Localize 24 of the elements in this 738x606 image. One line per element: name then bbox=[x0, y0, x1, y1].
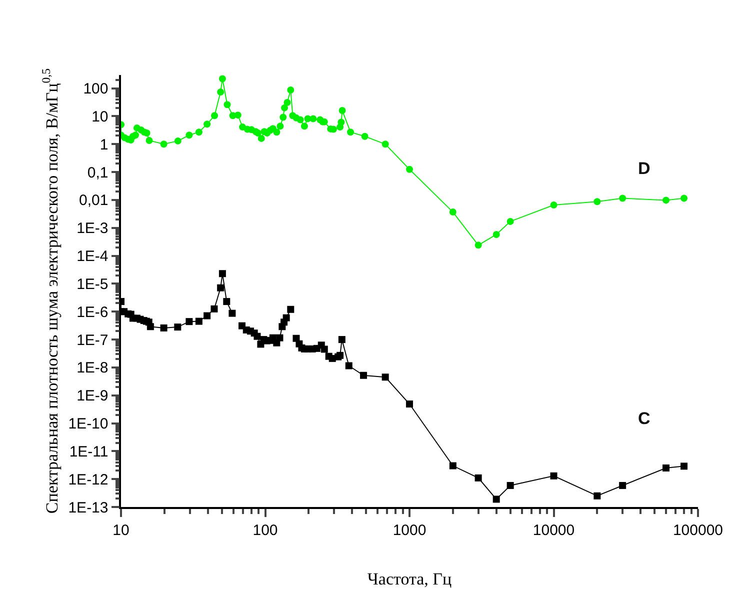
y-tick-label: 1E-3 bbox=[76, 220, 108, 238]
y-tick-label: 1E-5 bbox=[76, 276, 108, 293]
series-label: D bbox=[638, 159, 650, 178]
y-tick-label: 10 bbox=[92, 108, 108, 126]
y-tick-label: 0,1 bbox=[87, 164, 108, 182]
x-tick-label: 100000 bbox=[672, 522, 724, 539]
y-tick-label: 1E-9 bbox=[76, 388, 108, 405]
y-tick-label: 1E-10 bbox=[68, 416, 108, 433]
y-tick-label: 1E-4 bbox=[76, 248, 108, 266]
x-tick-label: 100 bbox=[252, 522, 278, 539]
y-tick-label: 1E-13 bbox=[68, 499, 108, 516]
y-tick-label: 1E-6 bbox=[76, 304, 108, 321]
x-tick-label: 10 bbox=[112, 522, 130, 539]
y-tick-label: 0,01 bbox=[79, 192, 108, 210]
y-tick-label: 1E-11 bbox=[69, 443, 108, 460]
x-tick-label: 10000 bbox=[532, 522, 575, 539]
text: C bbox=[638, 409, 650, 428]
y-tick-label: 1E-7 bbox=[76, 332, 108, 349]
x-tick-label: 1000 bbox=[392, 522, 426, 539]
y-tick-label: 1E-8 bbox=[76, 360, 108, 377]
y-tick-label: 1 bbox=[100, 136, 108, 154]
x-axis-title: Частота, Гц bbox=[367, 570, 452, 589]
y-tick-label: 1E-12 bbox=[68, 471, 108, 488]
y-tick-label: 100 bbox=[83, 80, 108, 98]
